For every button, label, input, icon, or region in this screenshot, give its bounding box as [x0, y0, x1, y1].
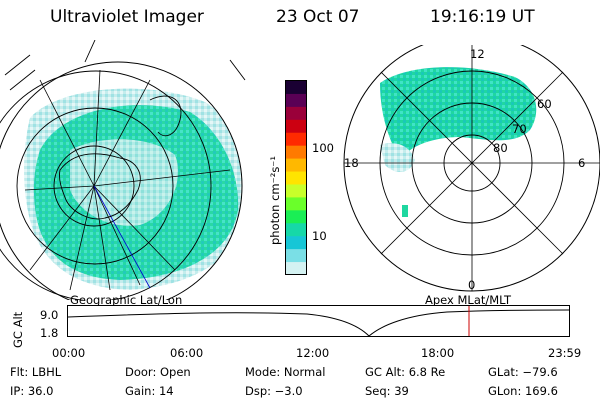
info-glat: GLat: −79.6 [488, 365, 558, 379]
info-mode: Mode: Normal [245, 365, 326, 379]
colorbar-swatch [286, 236, 306, 250]
colorbar-swatch [286, 197, 306, 211]
instrument-title: Ultraviolet Imager [50, 7, 204, 27]
colorbar-swatch [286, 106, 306, 121]
colorbar-swatch [286, 223, 306, 237]
mlt-label-6: 6 [578, 156, 586, 170]
mlt-label-18: 18 [344, 156, 359, 170]
alt-tick-1-8: 1.8 [40, 326, 59, 340]
info-seq: Seq: 39 [365, 384, 409, 398]
info-gain: Gain: 14 [125, 384, 174, 398]
colorbar-swatch [286, 158, 306, 173]
colorbar-swatch [286, 262, 306, 275]
geo-panel-label: Geographic Lat/Lon [70, 293, 183, 307]
info-ip: IP: 36.0 [10, 384, 54, 398]
colorbar-tick-10: 10 [312, 229, 327, 243]
altitude-plot [67, 305, 570, 337]
time-tick-2359: 23:59 [548, 346, 582, 360]
colorbar-unit-label: photon cm⁻²s⁻¹ [268, 156, 282, 245]
time-tick-0600: 06:00 [170, 346, 204, 360]
colorbar-swatch [286, 119, 306, 134]
geographic-image [0, 40, 246, 300]
colorbar-swatch [286, 81, 306, 95]
colorbar [285, 80, 307, 275]
colorbar-swatch [286, 184, 306, 198]
info-gc-alt: GC Alt: 6.8 Re [365, 365, 446, 379]
colorbar-swatch [286, 132, 306, 147]
polar-panel-label: Apex MLat/MLT [425, 293, 512, 307]
mlat-label-70: 70 [512, 122, 527, 136]
colorbar-swatch [286, 145, 306, 160]
info-dsp: Dsp: −3.0 [245, 384, 303, 398]
mlat-label-60: 60 [537, 97, 552, 111]
colorbar-swatch [286, 210, 306, 224]
time-tick-1800: 18:00 [421, 346, 455, 360]
time-tick-0000: 00:00 [52, 346, 86, 360]
time-label: 19:16:19 UT [430, 7, 535, 27]
info-door: Door: Open [125, 365, 191, 379]
colorbar-swatch [286, 249, 306, 263]
date-label: 23 Oct 07 [276, 7, 360, 27]
mlat-label-80: 80 [493, 141, 508, 155]
time-tick-1200: 12:00 [296, 346, 330, 360]
alt-axis-label: GC Alt [11, 311, 25, 348]
colorbar-tick-100: 100 [312, 141, 334, 155]
alt-tick-9: 9.0 [40, 308, 59, 322]
mlt-label-12: 12 [470, 47, 485, 61]
polar-image [343, 45, 600, 292]
info-glon: GLon: 169.6 [488, 384, 558, 398]
mlt-label-0: 0 [468, 278, 476, 292]
colorbar-swatch [286, 93, 306, 108]
colorbar-swatch [286, 171, 306, 185]
info-filter: Flt: LBHL [10, 365, 62, 379]
